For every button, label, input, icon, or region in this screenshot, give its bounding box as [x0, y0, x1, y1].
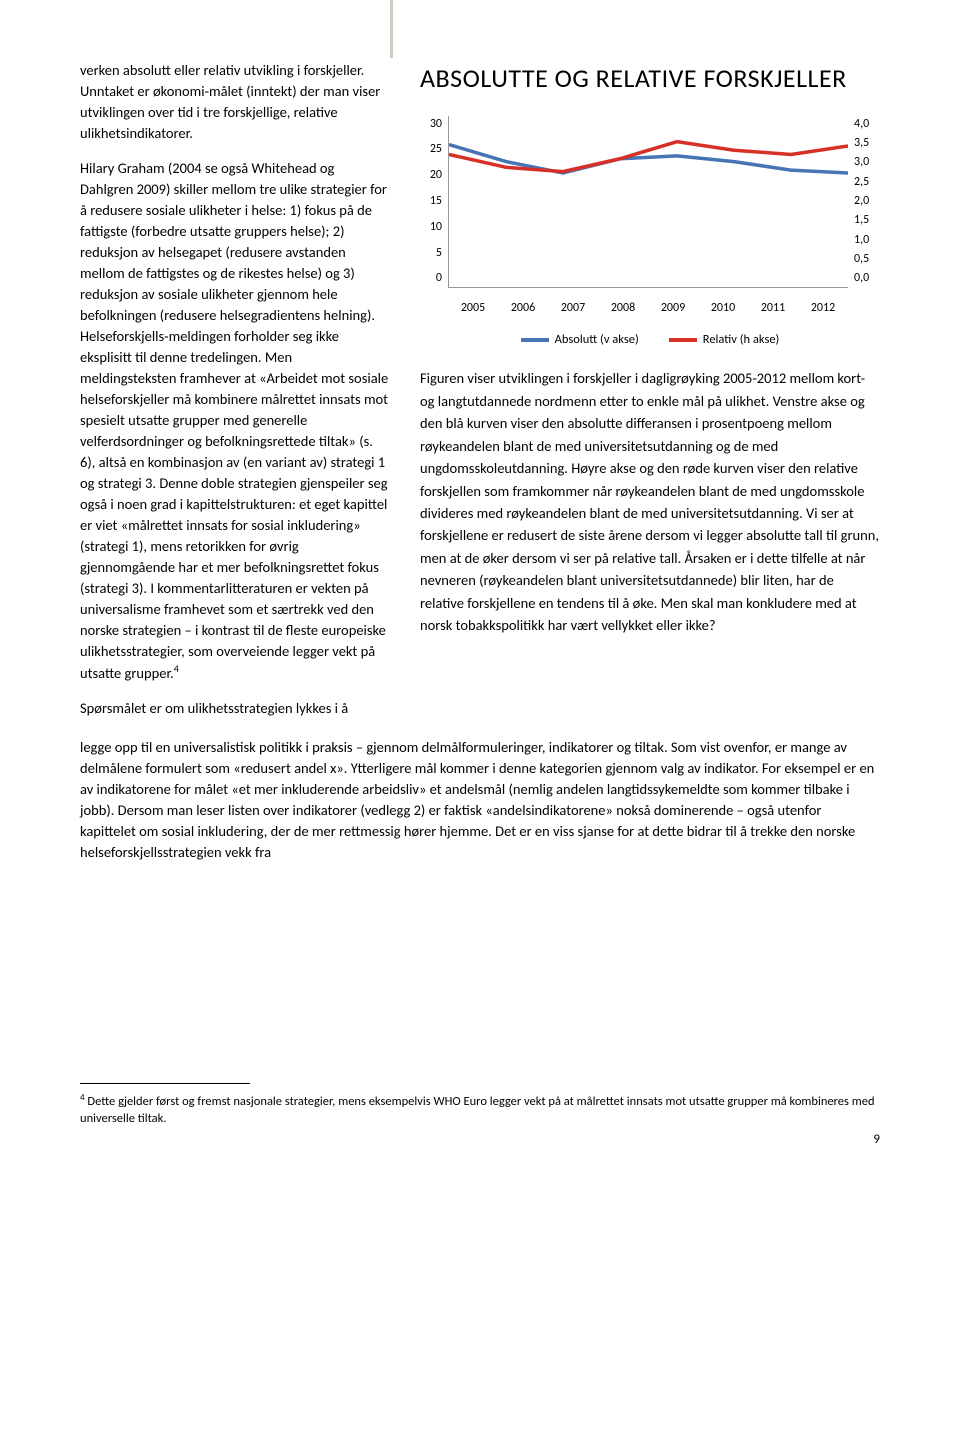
right-column: ABSOLUTTE OG RELATIVE FORSKJELLER 30 25 … [420, 60, 880, 719]
tick-label: 30 [420, 116, 442, 133]
tick-label: 2005 [448, 300, 498, 317]
chart-y-axis-left: 30 25 20 15 10 5 0 [420, 116, 448, 288]
tick-label: 1,0 [854, 232, 880, 249]
chart-plot-area [448, 116, 848, 288]
tick-label: 2,5 [854, 174, 880, 191]
chart-caption: Figuren viser utviklingen i forskjeller … [420, 367, 880, 637]
tick-label: 2010 [698, 300, 748, 317]
body-paragraph: verken absolutt eller relativ utvikling … [80, 60, 390, 144]
chart-y-axis-right: 4,0 3,5 3,0 2,5 2,0 1,5 1,0 0,5 0,0 [848, 116, 880, 288]
legend-label: Relativ (h akse) [703, 331, 780, 349]
tick-label: 3,0 [854, 154, 880, 171]
legend-item-absolutt: Absolutt (v akse) [521, 331, 639, 349]
legend-label: Absolutt (v akse) [555, 331, 639, 349]
tick-label: 3,5 [854, 135, 880, 152]
tick-label: 2012 [798, 300, 848, 317]
tick-label: 2011 [748, 300, 798, 317]
chart-legend: Absolutt (v akse) Relativ (h akse) [420, 331, 880, 349]
tick-label: 0 [420, 270, 442, 287]
tick-label: 20 [420, 167, 442, 184]
tick-label: 2,0 [854, 193, 880, 210]
body-paragraph-runon: Spørsmålet er om ulikhetsstrategien lykk… [80, 698, 390, 719]
tick-label: 25 [420, 141, 442, 158]
footnote-separator [80, 1083, 250, 1084]
legend-item-relativ: Relativ (h akse) [669, 331, 780, 349]
page-number: 9 [873, 1131, 880, 1150]
tick-label: 0,0 [854, 270, 880, 287]
body-paragraph: Hilary Graham (2004 se også Whitehead og… [80, 158, 390, 684]
chart-svg [449, 116, 848, 287]
body-text: Hilary Graham (2004 se også Whitehead og… [80, 159, 388, 682]
line-chart: 30 25 20 15 10 5 0 4,0 3,5 3,0 2,5 2,0 [420, 116, 880, 288]
chart-x-axis: 2005 2006 2007 2008 2009 2010 2011 2012 [420, 300, 880, 317]
tick-label: 10 [420, 219, 442, 236]
legend-swatch [669, 338, 697, 342]
chart-title: ABSOLUTTE OG RELATIVE FORSKJELLER [420, 60, 880, 98]
footnote: 4 Dette gjelder først og fremst nasjonal… [80, 1092, 880, 1128]
section-divider-top [390, 0, 393, 58]
tick-label: 0,5 [854, 251, 880, 268]
tick-label: 15 [420, 193, 442, 210]
tick-label: 2007 [548, 300, 598, 317]
footnote-text: Dette gjelder først og fremst nasjonale … [80, 1095, 875, 1127]
left-column: verken absolutt eller relativ utvikling … [80, 60, 390, 719]
two-column-layout: verken absolutt eller relativ utvikling … [80, 60, 880, 719]
tick-label: 2008 [598, 300, 648, 317]
tick-label: 4,0 [854, 116, 880, 133]
tick-label: 5 [420, 245, 442, 262]
body-paragraph-fullwidth: legge opp til en universalistisk politik… [80, 737, 880, 863]
footnote-ref: 4 [174, 662, 179, 675]
tick-label: 1,5 [854, 212, 880, 229]
legend-swatch [521, 338, 549, 342]
tick-label: 2006 [498, 300, 548, 317]
tick-label: 2009 [648, 300, 698, 317]
